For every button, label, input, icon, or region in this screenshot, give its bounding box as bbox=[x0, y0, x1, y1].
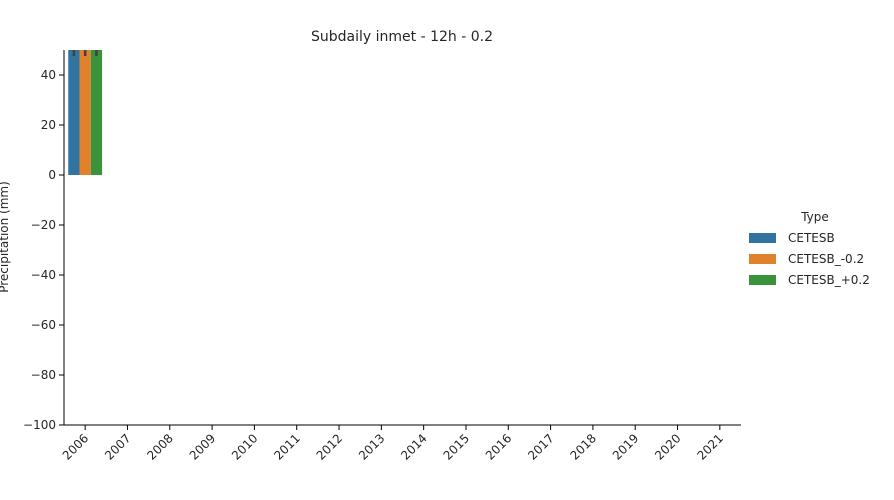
y-tick-label: 0 bbox=[48, 168, 56, 182]
x-tick-label: 2013 bbox=[356, 431, 387, 462]
y-tick-label: −20 bbox=[31, 218, 56, 232]
legend-title: Type bbox=[800, 210, 829, 224]
bar bbox=[90, 50, 103, 175]
legend-swatch bbox=[749, 233, 776, 243]
legend-label: CETESB_+0.2 bbox=[788, 273, 870, 287]
bar bbox=[68, 50, 80, 175]
y-tick-label: −80 bbox=[31, 368, 56, 382]
legend-label: CETESB bbox=[788, 231, 835, 245]
y-tick-label: 40 bbox=[41, 68, 56, 82]
x-tick-label: 2008 bbox=[144, 431, 175, 462]
legend-swatch bbox=[749, 275, 776, 285]
x-tick-label: 2007 bbox=[102, 431, 133, 462]
legend-swatch bbox=[749, 254, 776, 264]
x-tick-label: 2011 bbox=[271, 431, 302, 462]
x-tick-label: 2021 bbox=[694, 431, 725, 462]
legend-label: CETESB_-0.2 bbox=[788, 252, 864, 266]
x-tick-label: 2009 bbox=[187, 431, 218, 462]
plot-area: −100 −80 −60 −40 −20 0 20 40 2006 2007 2008 2009 201… bbox=[23, 50, 741, 463]
y-axis-label: Precipitation (mm) bbox=[0, 181, 11, 293]
legend: Type CETESB CETESB_-0.2 CETESB_+0.2 bbox=[749, 210, 870, 287]
x-tick-label: 2010 bbox=[229, 431, 260, 462]
y-tick-label: −60 bbox=[31, 318, 56, 332]
x-tick-label: 2012 bbox=[314, 431, 345, 462]
x-tick-label: 2015 bbox=[441, 431, 472, 462]
y-tick-label: −40 bbox=[31, 268, 56, 282]
chart-title: Subdaily inmet - 12h - 0.2 bbox=[311, 29, 493, 45]
y-tick-label: 20 bbox=[41, 118, 56, 132]
x-tick-label: 2019 bbox=[610, 431, 641, 462]
x-tick-label: 2020 bbox=[652, 431, 683, 462]
x-tick-label: 2014 bbox=[398, 431, 429, 462]
x-tick-label: 2006 bbox=[60, 431, 91, 462]
x-tick-label: 2016 bbox=[483, 431, 514, 462]
y-tick-label: −100 bbox=[23, 418, 56, 432]
bar bbox=[79, 50, 91, 175]
x-tick-label: 2017 bbox=[525, 431, 556, 462]
x-tick-label: 2018 bbox=[568, 431, 599, 462]
